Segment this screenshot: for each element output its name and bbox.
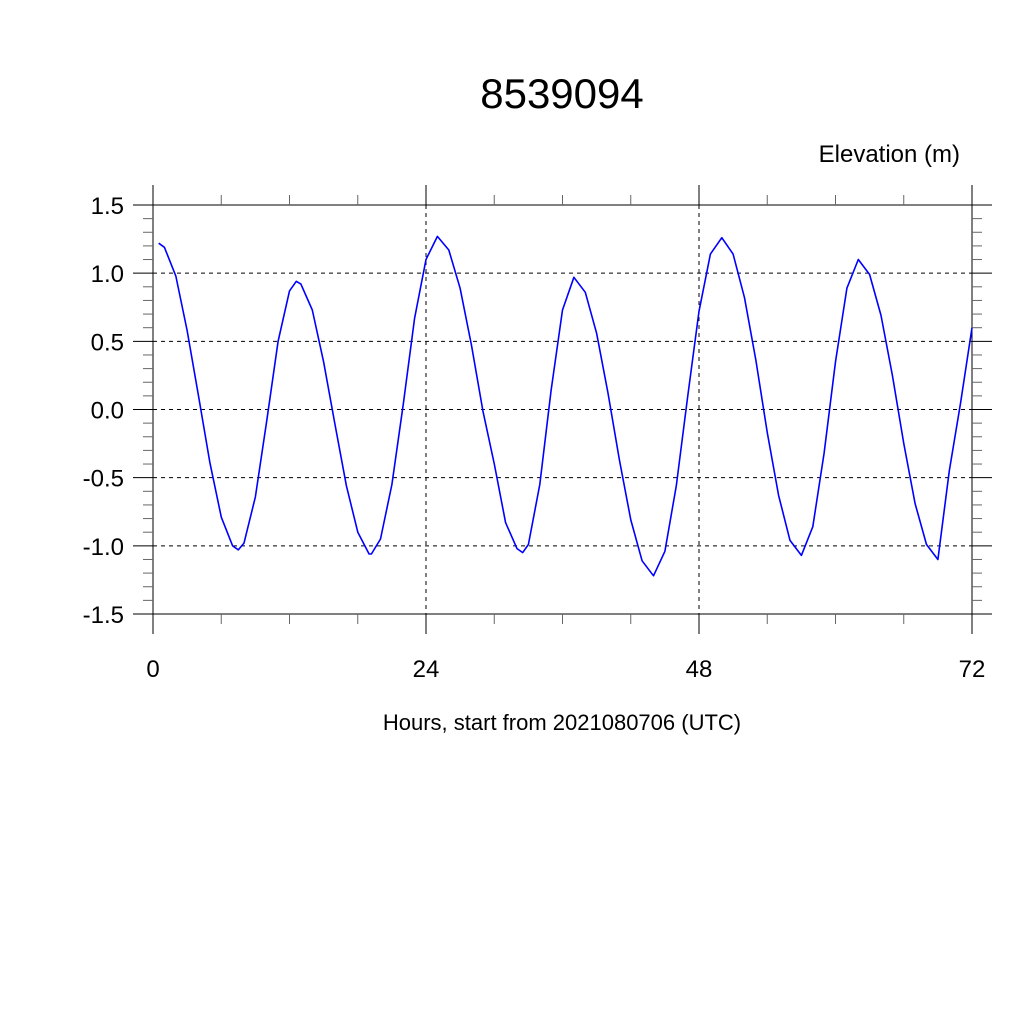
y-tick-label: -0.5 (83, 466, 124, 493)
grid (152, 204, 973, 615)
x-tick-label: 72 (959, 656, 986, 683)
x-axis-label: Hours, start from 2021080706 (UTC) (383, 710, 741, 735)
y-tick-label: -1.5 (83, 602, 124, 629)
tick-labels: 1.5 1.0 0.5 0.0 -0.5 -1.0 -1.5 0 24 48 72 (83, 193, 986, 683)
y-tick-label: 0.0 (91, 398, 124, 425)
x-tick-label: 0 (146, 656, 159, 683)
y-tick-label: 1.0 (91, 261, 124, 288)
y-tick-label: -1.0 (83, 534, 124, 561)
series-line (158, 235, 973, 577)
y-axis-label: Elevation (m) (819, 141, 960, 168)
x-tick-label: 48 (686, 656, 713, 683)
ticks (133, 185, 992, 634)
x-tick-label: 24 (413, 656, 440, 683)
y-tick-label: 0.5 (91, 329, 124, 356)
y-tick-label: 1.5 (91, 193, 124, 220)
chart-title: 8539094 (480, 70, 644, 117)
